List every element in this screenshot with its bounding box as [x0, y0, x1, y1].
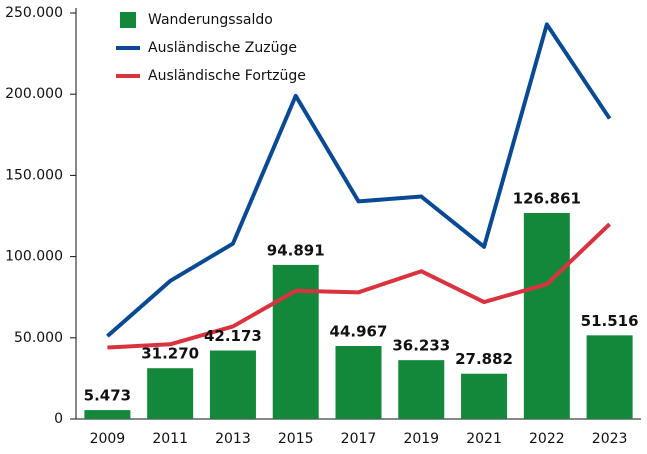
y-tick-label: 0 [54, 411, 63, 427]
y-tick-label: 50.000 [14, 330, 63, 346]
data-label: 31.270 [141, 345, 199, 363]
x-tick-label: 2019 [403, 431, 439, 447]
line [106, 22, 612, 338]
x-tick-label: 2015 [278, 431, 314, 447]
legend-label: Ausländische Fortzüge [148, 68, 306, 84]
legend-label: Wanderungssaldo [148, 12, 273, 28]
y-tick-label: 100.000 [5, 249, 63, 265]
bar [398, 360, 445, 419]
bar [586, 335, 633, 419]
bar [335, 345, 382, 419]
bar [209, 350, 256, 419]
bar [523, 212, 570, 419]
legend-swatch [120, 12, 136, 28]
data-label: 42.173 [204, 327, 262, 345]
data-label: 27.882 [455, 350, 513, 368]
data-label: 5.473 [84, 387, 131, 405]
bar [147, 368, 194, 419]
legend-label: Ausländische Zuzüge [148, 40, 297, 56]
y-tick-label: 150.000 [5, 167, 63, 183]
bar [272, 264, 319, 419]
x-tick-label: 2011 [152, 431, 188, 447]
data-label: 44.967 [330, 322, 388, 340]
data-label: 94.891 [267, 241, 325, 259]
y-tick-label: 200.000 [5, 86, 63, 102]
x-tick-label: 2009 [90, 431, 126, 447]
data-label: 126.861 [513, 189, 581, 207]
line [107, 222, 611, 350]
y-tick-label: 250.000 [5, 5, 63, 21]
bar [84, 410, 131, 419]
x-tick-label: 2023 [592, 431, 628, 447]
data-label: 36.233 [392, 337, 450, 355]
x-tick-label: 2013 [215, 431, 251, 447]
x-tick-label: 2022 [529, 431, 565, 447]
x-tick-label: 2021 [466, 431, 502, 447]
data-label: 51.516 [581, 312, 639, 330]
bar [461, 373, 508, 419]
x-tick-label: 2017 [341, 431, 377, 447]
